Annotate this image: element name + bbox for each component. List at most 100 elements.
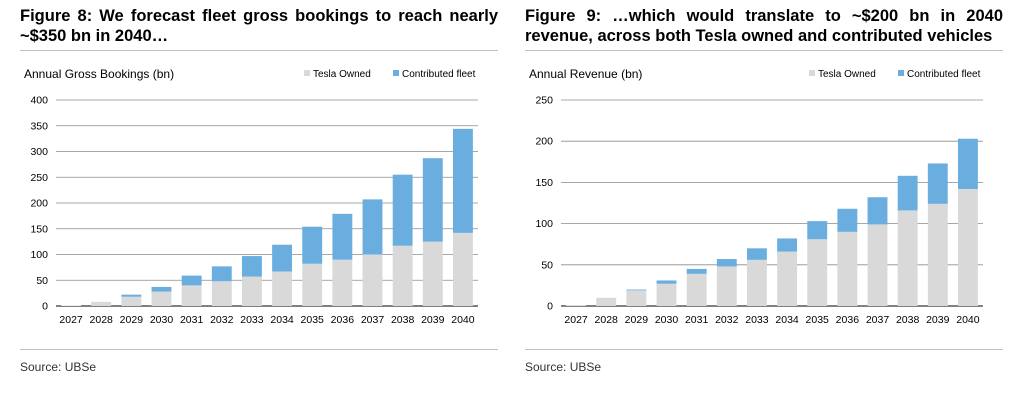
x-tick-label: 2036 — [836, 314, 860, 326]
bar-tesla-owned-2033 — [746, 259, 767, 306]
bar-contributed-fleet-2034 — [272, 244, 293, 272]
bar-tesla-owned-2031 — [181, 285, 202, 306]
x-tick-label: 2035 — [806, 314, 830, 326]
figure-9-panel: Figure 9: …which would translate to ~$20… — [525, 0, 1003, 402]
x-tick-label: 2039 — [421, 314, 445, 326]
x-tick-label: 2040 — [451, 314, 475, 326]
bar-tesla-owned-2030 — [656, 283, 677, 306]
bar-contributed-fleet-2029 — [121, 294, 142, 297]
bar-contributed-fleet-2030 — [151, 286, 172, 292]
bar-tesla-owned-2038 — [392, 245, 413, 306]
bar-tesla-owned-2038 — [897, 210, 918, 306]
figure-8-source: Source: UBSe — [20, 360, 97, 374]
x-tick-label: 2028 — [90, 314, 114, 326]
bar-contributed-fleet-2040 — [957, 138, 978, 189]
y-tick-label: 100 — [30, 249, 48, 261]
bar-tesla-owned-2035 — [807, 239, 828, 306]
bar-tesla-owned-2037 — [867, 224, 888, 306]
x-tick-label: 2027 — [564, 314, 588, 326]
y-tick-label: 250 — [30, 172, 48, 184]
y-tick-label: 50 — [36, 275, 48, 287]
figure-9-bottom-rule — [525, 349, 1003, 350]
figure-8-title: Figure 8: We forecast fleet gross bookin… — [20, 7, 498, 45]
x-tick-label: 2034 — [775, 314, 799, 326]
x-tick-label: 2030 — [150, 314, 174, 326]
bar-contributed-fleet-2030 — [656, 280, 677, 284]
figure-9-source: Source: UBSe — [525, 360, 602, 374]
x-tick-label: 2033 — [745, 314, 769, 326]
x-tick-label: 2036 — [331, 314, 355, 326]
legend-label-tesla-owned: Tesla Owned — [313, 69, 371, 80]
legend-label-contributed-fleet: Contributed fleet — [402, 69, 476, 80]
bar-tesla-owned-2029 — [121, 296, 142, 306]
figure-8-bottom-rule — [20, 349, 498, 350]
figure-8-top-rule — [20, 50, 498, 51]
legend-label-tesla-owned: Tesla Owned — [818, 69, 876, 80]
y-tick-label: 200 — [535, 136, 553, 148]
y-tick-label: 100 — [535, 218, 553, 230]
x-tick-label: 2038 — [896, 314, 920, 326]
y-tick-label: 150 — [30, 223, 48, 235]
bar-tesla-owned-2035 — [302, 263, 323, 306]
x-tick-label: 2038 — [391, 314, 415, 326]
x-tick-label: 2037 — [866, 314, 890, 326]
figure-8-panel: Figure 8: We forecast fleet gross bookin… — [20, 0, 498, 402]
bar-tesla-owned-2027 — [61, 305, 82, 306]
x-tick-label: 2031 — [685, 314, 709, 326]
x-tick-label: 2034 — [270, 314, 294, 326]
bar-tesla-owned-2031 — [686, 273, 707, 306]
bar-tesla-owned-2036 — [837, 231, 858, 306]
bar-tesla-owned-2028 — [91, 301, 112, 306]
bar-contributed-fleet-2035 — [302, 226, 323, 264]
bar-contributed-fleet-2040 — [452, 128, 473, 233]
bar-contributed-fleet-2038 — [392, 174, 413, 246]
y-tick-label: 0 — [547, 301, 553, 313]
figure-9-top-rule — [525, 50, 1003, 51]
x-tick-label: 2040 — [956, 314, 980, 326]
bar-contributed-fleet-2036 — [332, 213, 353, 260]
bar-contributed-fleet-2037 — [362, 199, 383, 255]
y-tick-label: 300 — [30, 146, 48, 158]
x-tick-label: 2033 — [240, 314, 264, 326]
bar-contributed-fleet-2039 — [422, 158, 443, 242]
bar-tesla-owned-2033 — [241, 276, 262, 306]
bar-tesla-owned-2034 — [777, 251, 798, 306]
bar-tesla-owned-2036 — [332, 259, 353, 306]
bar-contributed-fleet-2034 — [777, 238, 798, 252]
gross-bookings-chart: Annual Gross Bookings (bn) Tesla Owned Con… — [24, 67, 478, 326]
y-tick-label: 250 — [535, 95, 553, 107]
bar-tesla-owned-2039 — [422, 241, 443, 306]
bar-tesla-owned-2037 — [362, 254, 383, 306]
legend-swatch-contributed-fleet — [898, 70, 904, 76]
legend-label-contributed-fleet: Contributed fleet — [907, 69, 981, 80]
x-tick-label: 2030 — [655, 314, 679, 326]
bar-tesla-owned-2032 — [716, 266, 737, 306]
bar-contributed-fleet-2039 — [927, 163, 948, 204]
x-tick-label: 2027 — [59, 314, 83, 326]
y-tick-label: 150 — [535, 177, 553, 189]
bar-contributed-fleet-2033 — [746, 248, 767, 260]
x-tick-label: 2031 — [180, 314, 204, 326]
x-tick-label: 2028 — [595, 314, 619, 326]
bar-contributed-fleet-2035 — [807, 221, 828, 240]
x-tick-label: 2039 — [926, 314, 950, 326]
legend-swatch-tesla-owned — [809, 70, 815, 76]
y-axis-label: Annual Revenue (bn) — [529, 67, 642, 81]
bar-contributed-fleet-2031 — [181, 275, 202, 286]
y-tick-label: 200 — [30, 198, 48, 210]
legend-swatch-contributed-fleet — [393, 70, 399, 76]
x-tick-label: 2029 — [625, 314, 649, 326]
bar-contributed-fleet-2031 — [686, 268, 707, 274]
bar-tesla-owned-2034 — [272, 271, 293, 306]
bar-tesla-owned-2030 — [151, 291, 172, 306]
bar-contributed-fleet-2032 — [716, 259, 737, 267]
bar-tesla-owned-2039 — [927, 203, 948, 306]
legend-swatch-tesla-owned — [304, 70, 310, 76]
bar-tesla-owned-2040 — [452, 232, 473, 306]
bar-tesla-owned-2028 — [596, 297, 617, 306]
x-tick-label: 2029 — [120, 314, 144, 326]
y-tick-label: 0 — [42, 301, 48, 313]
bar-tesla-owned-2032 — [211, 281, 232, 306]
bar-contributed-fleet-2037 — [867, 197, 888, 225]
y-tick-label: 350 — [30, 120, 48, 132]
